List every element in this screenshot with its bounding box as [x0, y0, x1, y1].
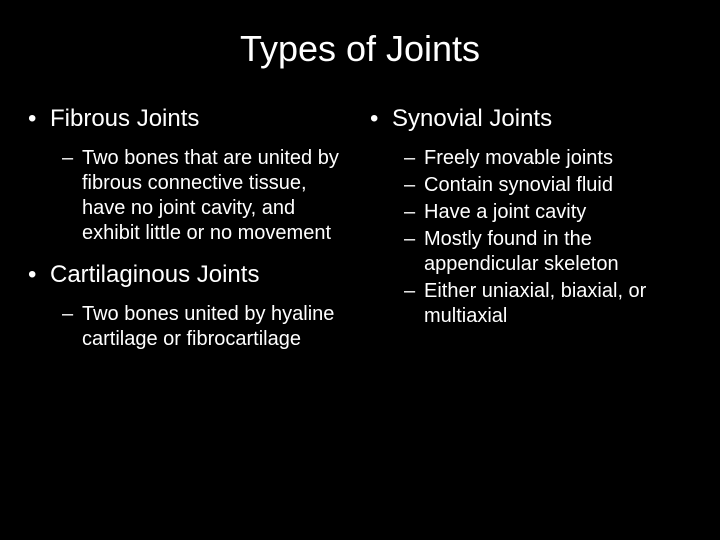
bullet-synovial: • Synovial Joints	[370, 104, 692, 134]
sub-bullet-text: Either uniaxial, biaxial, or multiaxial	[424, 279, 692, 329]
bullet-text: Cartilaginous Joints	[50, 260, 259, 290]
bullet-text: Synovial Joints	[392, 104, 552, 134]
bullet-text: Fibrous Joints	[50, 104, 199, 134]
sub-bullet: – Two bones that are united by fibrous c…	[62, 146, 350, 246]
dash-marker: –	[404, 146, 424, 171]
slide-title: Types of Joints	[28, 28, 692, 70]
bullet-marker: •	[28, 260, 50, 290]
sub-bullet: – Mostly found in the appendicular skele…	[404, 227, 692, 277]
sub-bullet: – Two bones united by hyaline cartilage …	[62, 302, 350, 352]
sub-group: – Two bones that are united by fibrous c…	[28, 146, 350, 246]
right-column: • Synovial Joints – Freely movable joint…	[370, 104, 692, 366]
dash-marker: –	[404, 173, 424, 198]
dash-marker: –	[404, 227, 424, 252]
dash-marker: –	[404, 279, 424, 304]
sub-group: – Freely movable joints – Contain synovi…	[370, 146, 692, 329]
sub-bullet-text: Two bones that are united by fibrous con…	[82, 146, 350, 246]
content-columns: • Fibrous Joints – Two bones that are un…	[28, 104, 692, 366]
bullet-marker: •	[28, 104, 50, 134]
slide: Types of Joints • Fibrous Joints – Two b…	[0, 0, 720, 540]
sub-group: – Two bones united by hyaline cartilage …	[28, 302, 350, 352]
sub-bullet-text: Contain synovial fluid	[424, 173, 613, 198]
dash-marker: –	[62, 146, 82, 171]
sub-bullet: – Contain synovial fluid	[404, 173, 692, 198]
sub-bullet-text: Mostly found in the appendicular skeleto…	[424, 227, 692, 277]
sub-bullet-text: Freely movable joints	[424, 146, 613, 171]
sub-bullet: – Freely movable joints	[404, 146, 692, 171]
bullet-marker: •	[370, 104, 392, 134]
sub-bullet-text: Have a joint cavity	[424, 200, 586, 225]
bullet-cartilaginous: • Cartilaginous Joints	[28, 260, 350, 290]
dash-marker: –	[62, 302, 82, 327]
dash-marker: –	[404, 200, 424, 225]
sub-bullet: – Have a joint cavity	[404, 200, 692, 225]
sub-bullet: – Either uniaxial, biaxial, or multiaxia…	[404, 279, 692, 329]
sub-bullet-text: Two bones united by hyaline cartilage or…	[82, 302, 350, 352]
left-column: • Fibrous Joints – Two bones that are un…	[28, 104, 350, 366]
bullet-fibrous: • Fibrous Joints	[28, 104, 350, 134]
